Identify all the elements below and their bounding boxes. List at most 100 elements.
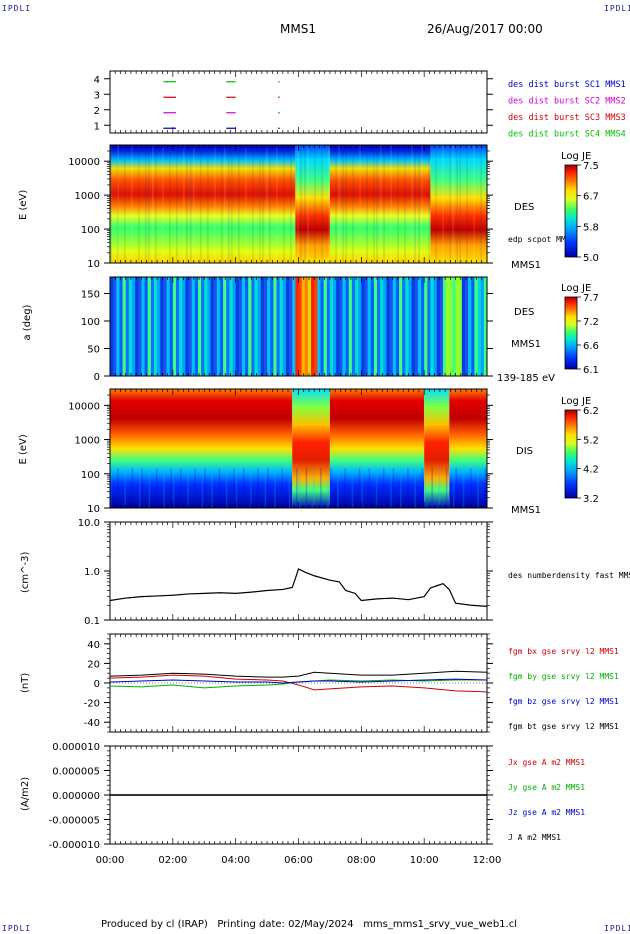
pitch-angle-stripe xyxy=(153,277,158,376)
des-energy-stripe xyxy=(245,145,247,263)
current-tick-label: -0.000005 xyxy=(49,816,100,827)
des-energy-stripe xyxy=(283,145,285,263)
magnetic-field-series-line xyxy=(109,670,488,678)
des-energy-stripe xyxy=(352,145,354,263)
dis-energy-tick-label: 100 xyxy=(81,470,100,481)
dis-energy-stripe xyxy=(470,468,472,508)
magnetic-field-frame xyxy=(109,633,488,733)
pitch-angle-stripe xyxy=(188,277,193,376)
dis-energy-stripe xyxy=(383,468,385,508)
des-energy-stripe xyxy=(449,145,451,263)
pitch-angle-stripe xyxy=(421,277,425,376)
dis-energy-stripe xyxy=(407,468,409,508)
pitch-angle-stripe xyxy=(241,277,246,376)
pitch-angle-stripe xyxy=(267,277,271,376)
des-energy-stripe xyxy=(183,145,185,263)
dis-energy-stripe xyxy=(414,468,416,508)
current-legend-label: Jz gse A m2 MMS1 xyxy=(508,808,585,817)
pitch-angle-stripe xyxy=(339,277,344,376)
dis-energy-stripe xyxy=(281,468,284,508)
pitch-angle-stripe xyxy=(292,277,296,376)
pitch-angle-colorbar-tick-label: 7.2 xyxy=(583,317,599,328)
des-energy-stripe xyxy=(190,145,192,263)
dis-energy-stripe xyxy=(312,468,315,508)
des-energy-stripe xyxy=(110,145,112,263)
pitch-angle-stripe xyxy=(263,277,268,376)
des-energy-stripe xyxy=(345,145,347,263)
des-energy-stripe xyxy=(152,145,154,263)
pitch-angle-stripe xyxy=(160,277,165,376)
pitch-angle-stripe xyxy=(207,277,212,376)
dis-energy-stripe xyxy=(431,468,433,508)
des-energy-stripe xyxy=(442,145,444,263)
pitch-angle-side-label: 139-185 eV xyxy=(497,373,555,384)
des-energy-stripe xyxy=(314,145,316,263)
pitch-angle-stripe xyxy=(210,277,215,376)
availability-legend-label: des dist burst SC3 MMS3 xyxy=(508,113,626,123)
magnetic-field-tick-label: 20 xyxy=(87,659,100,670)
des-energy-stripe xyxy=(376,145,378,263)
des-energy-stripe xyxy=(214,145,216,263)
density-tick-label: 10.0 xyxy=(78,518,100,529)
pitch-angle-stripe xyxy=(449,277,454,376)
current-legend-label: Jx gse A m2 MMS1 xyxy=(508,758,585,767)
dis-energy-stripe xyxy=(462,468,465,508)
pitch-angle-stripe xyxy=(257,277,262,376)
pitch-angle-stripe xyxy=(229,277,234,376)
pitch-angle-stripe xyxy=(427,277,432,376)
des-energy-stripe xyxy=(473,145,475,263)
dis-energy-stripe xyxy=(368,468,371,508)
dis-energy-stripe xyxy=(138,468,141,508)
density-tick-label: 0.1 xyxy=(84,616,100,627)
pitch-angle-stripe xyxy=(326,277,331,376)
pitch-angle-stripe xyxy=(175,277,180,376)
time-axis-tick-label: 10:00 xyxy=(410,855,439,866)
pitch-angle-colorbar-title: Log JE xyxy=(561,283,591,294)
current-tick-label: 0.000010 xyxy=(52,742,100,753)
dis-energy-stripe xyxy=(327,468,329,508)
dis-energy-stripe xyxy=(361,468,363,508)
pitch-angle-stripe xyxy=(276,277,281,376)
pitch-angle-stripe xyxy=(304,277,309,376)
pitch-angle-stripe xyxy=(213,277,218,376)
des-energy-stripe xyxy=(176,145,178,263)
dis-energy-stripe xyxy=(264,468,267,508)
magnetic-field-tick-label: -40 xyxy=(84,718,100,729)
pitch-angle-stripe xyxy=(389,277,394,376)
dis-energy-stripe xyxy=(295,468,298,508)
des-energy-stripe xyxy=(117,145,119,263)
availability-legend-label: des dist burst SC2 MMS2 xyxy=(508,97,626,107)
pitch-angle-stripe xyxy=(380,277,384,376)
availability-legend-label: des dist burst SC4 MMS4 xyxy=(508,130,626,140)
des-energy-stripe xyxy=(231,145,233,263)
des-energy-colorbar-tick-label: 7.5 xyxy=(583,161,599,172)
pitch-angle-stripe xyxy=(232,277,237,376)
pitch-angle-stripe xyxy=(348,277,353,376)
des-energy-stripe xyxy=(269,145,271,263)
dis-energy-stripe xyxy=(250,468,252,508)
pitch-angle-tick-label: 0 xyxy=(94,372,100,383)
des-energy-stripe xyxy=(110,145,112,263)
dis-energy-stripe xyxy=(453,468,455,508)
des-energy-stripe xyxy=(124,145,126,263)
dis-energy-stripe xyxy=(392,468,395,508)
des-energy-stripe xyxy=(259,145,261,263)
des-energy-stripe xyxy=(297,145,299,263)
des-energy-stripe xyxy=(321,145,323,263)
pitch-angle-stripe xyxy=(166,277,171,376)
pitch-angle-stripe xyxy=(405,277,410,376)
des-energy-stripe xyxy=(138,145,140,263)
dis-energy-stripe xyxy=(288,468,291,508)
dis-energy-tick-label: 1000 xyxy=(75,436,100,447)
dis-energy-stripe xyxy=(155,468,158,508)
pitch-angle-stripe xyxy=(144,277,149,376)
pitch-angle-stripe xyxy=(386,277,391,376)
dis-energy-spectrogram-region xyxy=(329,389,425,508)
pitch-angle-stripe xyxy=(245,277,249,376)
dis-energy-stripe xyxy=(180,468,182,508)
pitch-angle-stripe xyxy=(172,277,177,376)
footer-credits: Produced by cl (IRAP) Printing date: 02/… xyxy=(101,919,518,930)
dis-energy-stripe xyxy=(124,468,126,508)
pitch-angle-stripe xyxy=(411,277,416,376)
dis-energy-stripe xyxy=(320,468,322,508)
